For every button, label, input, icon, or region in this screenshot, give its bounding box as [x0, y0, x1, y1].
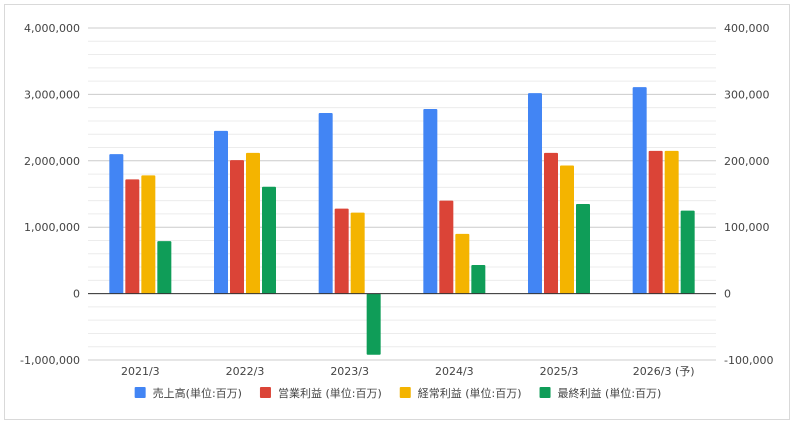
legend-item: 売上高(単位:百万) [134, 386, 242, 400]
bars [109, 87, 695, 355]
legend-item: 最終利益 (単位:百万) [539, 386, 662, 400]
bar [262, 186, 276, 294]
right-axis-tick-label: 100,000 [724, 221, 770, 234]
bar [471, 265, 486, 294]
left-axis-tick-label: 2,000,000 [24, 155, 80, 168]
bar [350, 212, 365, 294]
bar [318, 112, 333, 294]
right-axis-tick-label: 300,000 [724, 88, 770, 101]
right-axis-ticks: 400,000 300,000 200,000 100,000 0 -100,000 [724, 22, 773, 367]
x-axis-ticks: 2021/3 2022/3 2023/3 2024/3 2025/3 2026/3 (予) [121, 365, 695, 378]
x-axis-tick-label: 2025/3 [540, 365, 579, 378]
legend-swatch [134, 387, 146, 398]
bar [423, 109, 438, 294]
bar [664, 150, 679, 294]
left-axis-tick-label: 0 [73, 288, 80, 301]
x-axis-tick-label: 2026/3 (予) [633, 365, 695, 378]
legend-label: 経常利益 (単位:百万) [418, 386, 522, 400]
bar [648, 150, 663, 294]
bar [455, 233, 470, 294]
bar [125, 179, 140, 294]
bar [141, 175, 156, 294]
legend-swatch [539, 387, 551, 398]
right-axis-tick-label: 400,000 [724, 22, 770, 35]
bar [560, 165, 574, 294]
bar [334, 208, 349, 294]
x-axis-tick-label: 2023/3 [330, 365, 369, 378]
x-axis-tick-label: 2022/3 [226, 365, 265, 378]
left-axis-tick-label: 3,000,000 [24, 88, 80, 101]
x-axis-tick-label: 2021/3 [121, 365, 160, 378]
bar [109, 154, 124, 294]
legend-item: 経常利益 (単位:百万) [399, 386, 522, 400]
grid-lines [88, 27, 716, 361]
left-axis-tick-label: 1,000,000 [24, 221, 80, 234]
right-axis-tick-label: 0 [724, 288, 731, 301]
legend: 売上高(単位:百万) 営業利益 (単位:百万) 経常利益 (単位:百万) 最終利益 (… [134, 386, 662, 400]
left-axis-tick-label: 4,000,000 [24, 22, 80, 35]
bar [246, 152, 260, 294]
left-axis-tick-label: -1,000,000 [20, 354, 80, 367]
bar [632, 87, 647, 294]
right-axis-tick-label: -100,000 [724, 354, 773, 367]
legend-label: 最終利益 (単位:百万) [558, 386, 662, 400]
legend-label: 営業利益 (単位:百万) [278, 386, 382, 400]
bar [528, 93, 542, 294]
bar [366, 293, 381, 355]
bar [680, 210, 695, 294]
right-axis-tick-label: 200,000 [724, 155, 770, 168]
bar [544, 152, 558, 294]
legend-label: 売上高(単位:百万) [153, 386, 242, 400]
legend-swatch [399, 387, 411, 398]
left-axis-ticks: 4,000,000 3,000,000 2,000,000 1,000,000 0 -1,… [20, 22, 80, 367]
legend-swatch [259, 387, 271, 398]
bar [439, 200, 454, 294]
bar [576, 203, 590, 294]
bar [157, 241, 172, 294]
x-axis-tick-label: 2024/3 [435, 365, 474, 378]
bar [230, 160, 244, 294]
legend-item: 営業利益 (単位:百万) [259, 386, 382, 400]
bar [214, 130, 228, 294]
